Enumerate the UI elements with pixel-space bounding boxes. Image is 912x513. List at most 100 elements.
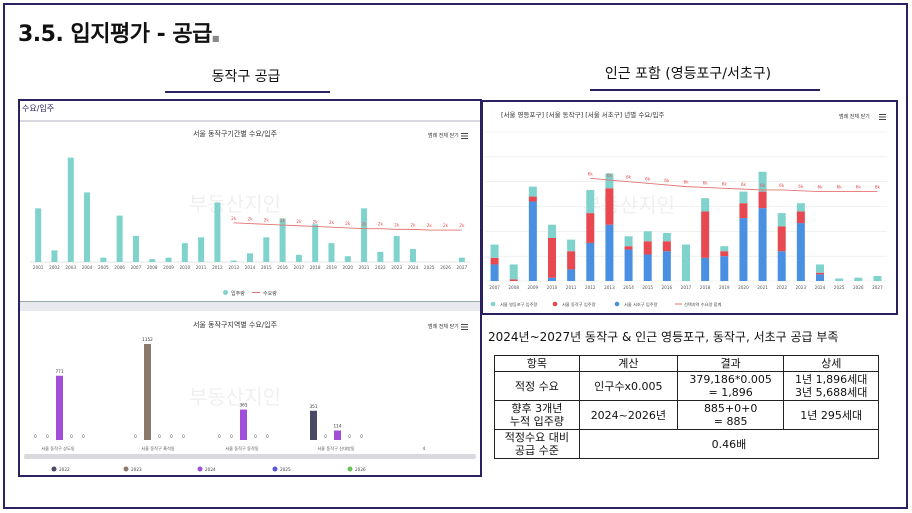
- region-bar[interactable]: [144, 344, 151, 440]
- supply-bar[interactable]: [181, 243, 188, 262]
- region-bar[interactable]: [240, 409, 247, 440]
- supply-bar[interactable]: [51, 250, 58, 262]
- stacked-bar-segment[interactable]: [739, 218, 748, 281]
- supply-bar[interactable]: [295, 254, 302, 262]
- stacked-bar-segment[interactable]: [682, 244, 690, 281]
- stacked-bar-segment[interactable]: [605, 188, 614, 225]
- stacked-bar-segment[interactable]: [701, 211, 710, 258]
- stacked-bar-segment[interactable]: [816, 274, 824, 281]
- stacked-bar-segment[interactable]: [567, 239, 576, 252]
- stacked-bar-segment[interactable]: [739, 191, 748, 204]
- legend-swatch[interactable]: [552, 301, 558, 307]
- supply-bar[interactable]: [67, 157, 74, 262]
- supply-bar[interactable]: [328, 243, 335, 262]
- stacked-bar-segment[interactable]: [796, 211, 805, 224]
- supply-bar[interactable]: [263, 237, 270, 262]
- region-bar[interactable]: [334, 430, 341, 441]
- supply-bar[interactable]: [116, 215, 123, 262]
- legend-toggle-text[interactable]: 범례 전체 닫기: [839, 113, 870, 120]
- legend-toggle-text[interactable]: 범례 전체 닫기: [428, 323, 459, 330]
- legend-swatch[interactable]: [347, 466, 353, 472]
- stacked-bar-segment[interactable]: [624, 249, 633, 281]
- stacked-bar-segment[interactable]: [490, 257, 499, 265]
- supply-bar[interactable]: [100, 257, 107, 262]
- stacked-bar-segment[interactable]: [662, 251, 671, 281]
- stacked-bar-segment[interactable]: [701, 198, 710, 212]
- region-bar[interactable]: [310, 410, 317, 440]
- supply-bar[interactable]: [361, 208, 368, 262]
- stacked-bar-segment[interactable]: [528, 186, 537, 197]
- supply-bar[interactable]: [214, 202, 221, 262]
- supply-bar[interactable]: [344, 256, 351, 262]
- supply-bar[interactable]: [312, 224, 319, 262]
- stacked-bar-segment[interactable]: [739, 203, 748, 219]
- supply-bar[interactable]: [279, 218, 286, 263]
- legend-swatch[interactable]: [614, 301, 620, 307]
- stacked-bar-segment[interactable]: [701, 257, 710, 281]
- stacked-bar-segment[interactable]: [624, 246, 633, 250]
- legend-label: 2026: [355, 467, 366, 472]
- stacked-bar-segment[interactable]: [548, 277, 556, 281]
- stacked-bar-segment[interactable]: [548, 237, 556, 278]
- stacked-bar-segment[interactable]: [605, 224, 614, 281]
- stacked-bar-segment[interactable]: [528, 196, 537, 202]
- stacked-bar-segment[interactable]: [567, 269, 576, 281]
- supply-bar[interactable]: [149, 259, 156, 262]
- hamburger-menu-icon[interactable]: [461, 324, 468, 330]
- stacked-bar-segment[interactable]: [758, 171, 767, 192]
- stacked-bar-segment[interactable]: [662, 241, 671, 252]
- legend-swatch[interactable]: [272, 466, 278, 472]
- stacked-bar-segment[interactable]: [777, 226, 786, 252]
- stacked-bar-segment[interactable]: [528, 201, 537, 281]
- stacked-bar-segment[interactable]: [854, 277, 863, 281]
- stacked-bar-segment[interactable]: [586, 213, 595, 243]
- legend-swatch[interactable]: [123, 466, 129, 472]
- supply-bar[interactable]: [132, 235, 139, 262]
- stacked-bar-segment[interactable]: [509, 279, 518, 281]
- stacked-bar-segment[interactable]: [758, 191, 767, 209]
- supply-bar[interactable]: [409, 248, 416, 262]
- legend-swatch[interactable]: [490, 301, 496, 307]
- supply-bar[interactable]: [393, 235, 400, 262]
- supply-bar[interactable]: [165, 257, 172, 262]
- stacked-bar-segment[interactable]: [720, 251, 729, 257]
- stacked-bar-segment[interactable]: [816, 264, 824, 273]
- stacked-bar-segment[interactable]: [720, 256, 729, 281]
- supply-bar[interactable]: [84, 192, 91, 262]
- legend-toggle-text[interactable]: 범례 전체 닫기: [428, 132, 459, 139]
- stacked-bar-segment[interactable]: [662, 232, 671, 242]
- stacked-bar-segment[interactable]: [509, 264, 518, 280]
- stacked-bar-segment[interactable]: [758, 208, 767, 281]
- stacked-bar-segment[interactable]: [873, 276, 882, 281]
- region-bar[interactable]: [56, 375, 63, 440]
- hamburger-menu-icon[interactable]: [461, 133, 468, 139]
- stacked-bar-segment[interactable]: [643, 241, 652, 255]
- horizontal-scrollbar[interactable]: [24, 454, 476, 459]
- supply-bar[interactable]: [458, 257, 465, 262]
- supply-bar[interactable]: [35, 208, 42, 262]
- stacked-bar-segment[interactable]: [586, 189, 595, 214]
- stacked-bar-segment[interactable]: [720, 246, 729, 252]
- stacked-bar-segment[interactable]: [586, 242, 595, 281]
- hamburger-menu-icon[interactable]: [879, 114, 886, 120]
- supply-bar[interactable]: [230, 260, 237, 262]
- stacked-bar-segment[interactable]: [777, 213, 786, 227]
- stacked-bar-segment[interactable]: [605, 173, 614, 189]
- supply-bar[interactable]: [198, 237, 205, 262]
- supply-bar[interactable]: [377, 251, 384, 262]
- stacked-bar-segment[interactable]: [777, 251, 786, 281]
- legend-swatch[interactable]: [197, 466, 203, 472]
- stacked-bar-segment[interactable]: [796, 203, 805, 212]
- stacked-bar-segment[interactable]: [816, 272, 824, 275]
- stacked-bar-segment[interactable]: [624, 236, 633, 247]
- stacked-bar-segment[interactable]: [796, 223, 805, 281]
- stacked-bar-segment[interactable]: [490, 244, 499, 258]
- legend-swatch[interactable]: [51, 466, 57, 472]
- stacked-bar-segment[interactable]: [643, 254, 652, 281]
- stacked-bar-segment[interactable]: [548, 224, 556, 238]
- stacked-bar-segment[interactable]: [567, 251, 576, 270]
- supply-bar[interactable]: [247, 253, 253, 262]
- stacked-bar-segment[interactable]: [643, 231, 652, 242]
- stacked-bar-segment[interactable]: [835, 278, 844, 281]
- stacked-bar-segment[interactable]: [490, 264, 499, 281]
